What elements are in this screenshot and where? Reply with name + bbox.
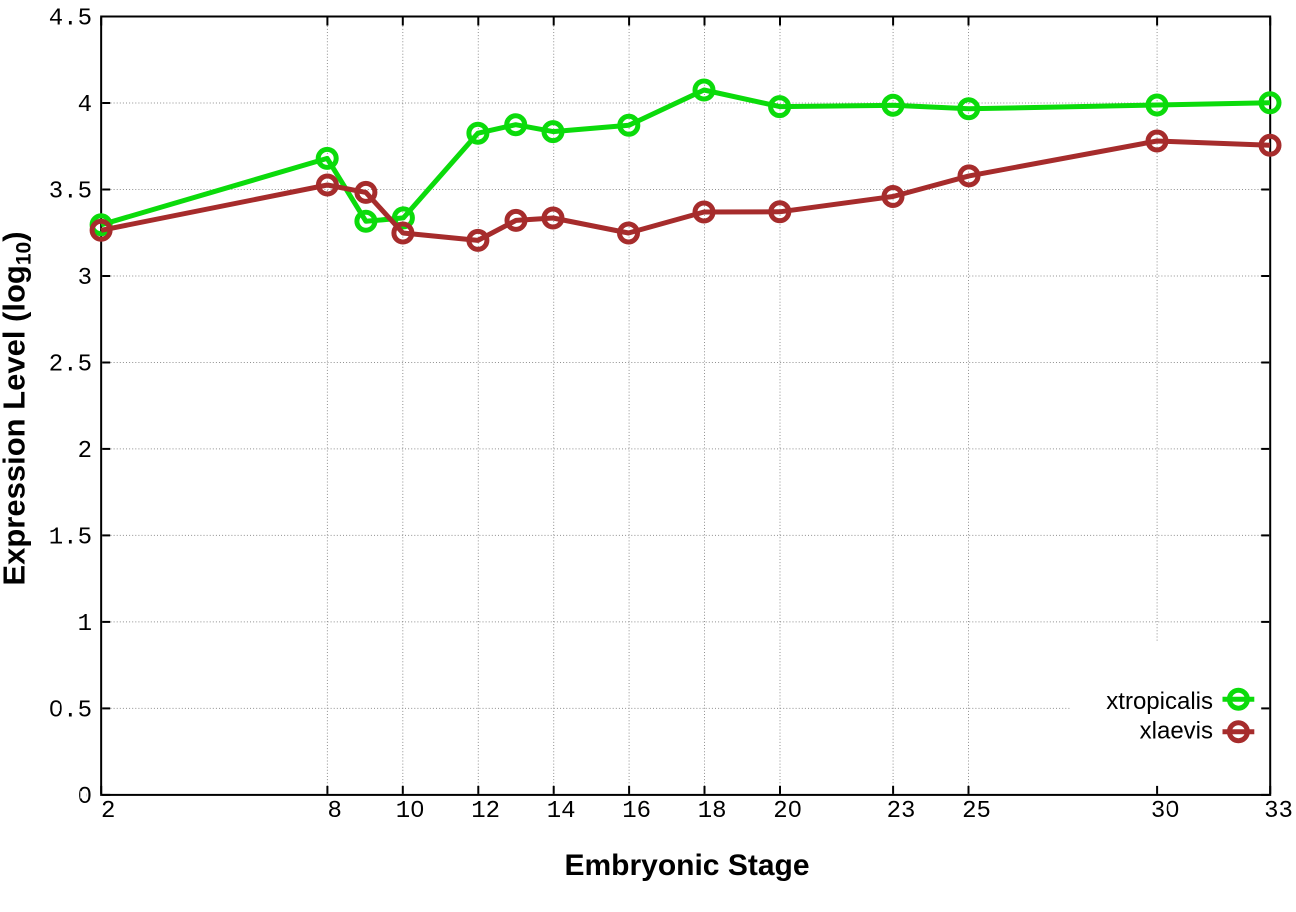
svg-text:3.5: 3.5	[49, 179, 92, 206]
svg-text:2: 2	[101, 798, 115, 825]
svg-text:4.5: 4.5	[49, 6, 92, 33]
svg-text:12: 12	[471, 798, 500, 825]
svg-text:23: 23	[887, 798, 916, 825]
svg-text:18: 18	[698, 798, 727, 825]
svg-text:33: 33	[1264, 798, 1293, 825]
svg-text:2: 2	[78, 438, 92, 465]
svg-text:Embryonic Stage: Embryonic Stage	[564, 849, 809, 882]
svg-text:10: 10	[396, 798, 425, 825]
svg-text:4: 4	[78, 92, 92, 119]
svg-text:xtropicalis: xtropicalis	[1106, 688, 1213, 715]
svg-text:2.5: 2.5	[49, 352, 92, 379]
svg-text:25: 25	[962, 798, 991, 825]
svg-text:14: 14	[547, 798, 576, 825]
svg-text:3: 3	[78, 265, 92, 292]
svg-text:8: 8	[327, 798, 341, 825]
svg-text:1: 1	[78, 611, 92, 638]
svg-text:Expression Level (log10): Expression Level (log10)	[0, 231, 36, 585]
svg-text:30: 30	[1151, 798, 1180, 825]
svg-text:20: 20	[773, 798, 802, 825]
svg-text:16: 16	[622, 798, 651, 825]
svg-text:1.5: 1.5	[49, 524, 92, 551]
svg-text:xlaevis: xlaevis	[1140, 718, 1213, 745]
